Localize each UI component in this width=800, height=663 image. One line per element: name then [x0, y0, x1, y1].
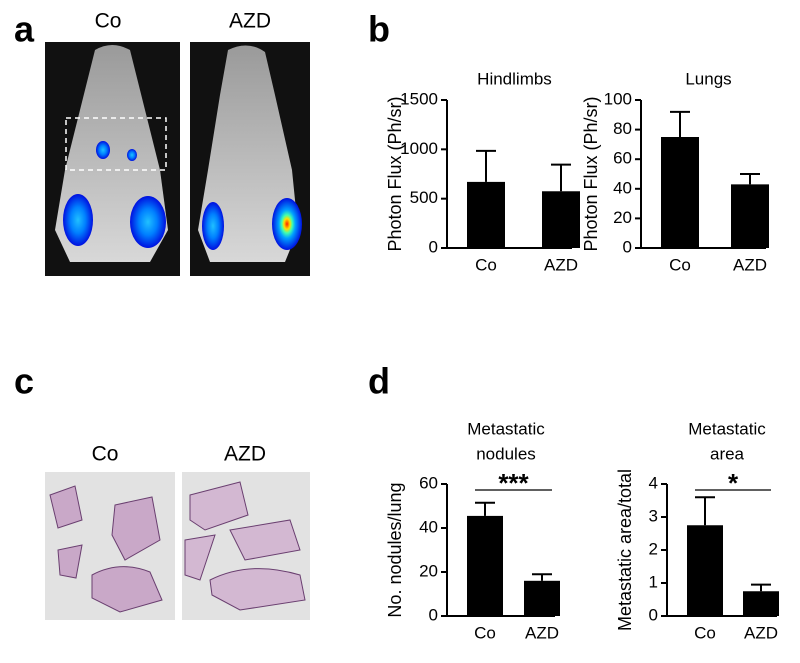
image-label: Co	[95, 10, 122, 33]
x-tick-label: AZD	[525, 623, 559, 642]
significance-label: ***	[498, 468, 529, 498]
y-tick-label: 100	[604, 89, 632, 108]
y-tick-label: 60	[613, 149, 632, 168]
y-tick-label: 0	[429, 237, 438, 256]
y-tick-label: 0	[429, 605, 438, 624]
chart-title: nodules	[476, 444, 536, 463]
y-tick-label: 3	[649, 506, 658, 525]
y-axis-label: Photon Flux (Ph/sr)	[385, 96, 405, 251]
y-tick-label: 80	[613, 119, 632, 138]
image-label: AZD	[229, 10, 271, 33]
image-label: AZD	[224, 443, 266, 466]
bar	[524, 580, 560, 616]
histology-image	[45, 472, 175, 620]
y-tick-label: 500	[410, 188, 438, 207]
x-tick-label: Co	[475, 255, 497, 274]
y-axis-label: Metastatic area/total	[615, 469, 635, 631]
bar	[687, 525, 723, 616]
y-axis-label: No. nodules/lung	[385, 482, 405, 617]
chart-title: Metastatic	[688, 419, 766, 438]
y-tick-label: 2	[649, 539, 658, 558]
y-tick-label: 4	[649, 473, 658, 492]
y-tick-label: 0	[649, 605, 658, 624]
y-tick-label: 40	[613, 178, 632, 197]
y-tick-label: 1	[649, 572, 658, 591]
chart-title: area	[710, 444, 745, 463]
x-tick-label: Co	[474, 623, 496, 642]
mouse-image	[190, 42, 310, 276]
significance-label: *	[728, 468, 739, 498]
x-tick-label: AZD	[733, 255, 767, 274]
y-tick-label: 20	[613, 208, 632, 227]
bar	[743, 591, 779, 616]
panel-label: d	[368, 361, 390, 402]
x-tick-label: Co	[669, 255, 691, 274]
bar	[661, 137, 699, 248]
panel-label: a	[14, 9, 35, 50]
y-tick-label: 40	[419, 517, 438, 536]
mouse-image	[45, 42, 180, 276]
y-tick-label: 60	[419, 473, 438, 492]
y-tick-label: 1500	[400, 89, 438, 108]
panel-label: b	[368, 9, 390, 50]
y-tick-label: 1000	[400, 139, 438, 158]
y-tick-label: 0	[623, 237, 632, 256]
bar	[542, 191, 580, 248]
y-tick-label: 20	[419, 561, 438, 580]
panel-label: c	[14, 361, 34, 402]
chart-title: Metastatic	[467, 419, 545, 438]
bar	[467, 515, 503, 616]
bar	[731, 184, 769, 248]
y-axis-label: Photon Flux (Ph/sr)	[581, 96, 601, 251]
chart-title: Lungs	[685, 69, 731, 88]
chart-title: Hindlimbs	[477, 69, 552, 88]
histology-image	[182, 472, 310, 620]
x-tick-label: AZD	[744, 623, 778, 642]
x-tick-label: AZD	[544, 255, 578, 274]
bar	[467, 181, 505, 248]
x-tick-label: Co	[694, 623, 716, 642]
image-label: Co	[92, 443, 119, 466]
